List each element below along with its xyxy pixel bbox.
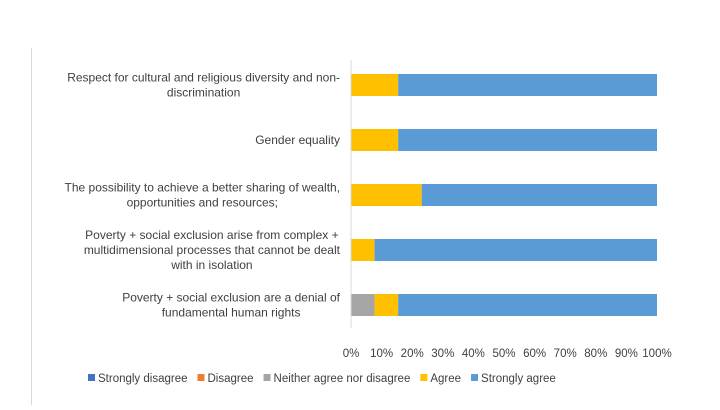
x-axis: 0% 10% 20% 30% 40% 50% 60% 70% 80% 90% 100% — [343, 60, 672, 360]
legend-swatch-strongly-agree — [471, 374, 479, 381]
x-tick-label-5: 40% — [462, 348, 485, 360]
bars-layer — [351, 74, 657, 316]
left-border-line — [31, 48, 32, 405]
bar-segment-agree-row-5 — [374, 294, 399, 316]
bar-segment-strongly-agree-row-3 — [421, 184, 657, 206]
legend-item-strongly-disagree: Strongly disagree — [88, 373, 188, 385]
category-label-4-line-3: with in isolation — [170, 258, 252, 272]
x-tick-label-2: 10% — [370, 348, 393, 360]
x-tick-label-1: 0% — [343, 348, 360, 360]
category-label-4-line-2: multidimensional processes that cannot b… — [84, 243, 341, 257]
x-tick-label-3: 20% — [401, 348, 424, 360]
legend-label-strongly-agree: Strongly agree — [481, 373, 556, 385]
category-label-2-line-1: Gender equality — [255, 133, 340, 147]
bar-segment-strongly-agree-row-1 — [398, 74, 657, 96]
legend-label-neither-agree-nor-disagree: Neither agree nor disagree — [274, 373, 411, 385]
bar-segment-strongly-agree-row-2 — [398, 129, 657, 151]
category-labels: Respect for cultural and religious diver… — [65, 71, 341, 320]
category-label-1-line-2: discrimination — [167, 86, 240, 100]
legend-swatch-neither-agree-nor-disagree — [263, 374, 271, 381]
x-tick-label-10: 90% — [615, 348, 638, 360]
bar-segment-strongly-agree-row-4 — [374, 239, 657, 261]
category-label-3-line-1: The possibility to achieve a better shar… — [65, 181, 340, 195]
x-tick-label-9: 80% — [584, 348, 607, 360]
bar-segment-neither-agree-nor-disagree-row-5 — [351, 294, 375, 316]
legend-swatch-agree — [420, 374, 428, 381]
legend-swatch-disagree — [197, 374, 205, 381]
x-tick-label-6: 50% — [492, 348, 515, 360]
legend-swatch-strongly-disagree — [88, 374, 95, 381]
category-label-4-line-1: Poverty + social exclusion arise from co… — [85, 228, 338, 242]
legend-label-agree: Agree — [430, 373, 461, 385]
category-label-5-line-2: fundamental human rights — [162, 306, 301, 320]
bar-segment-strongly-agree-row-5 — [398, 294, 657, 316]
legend-item-agree: Agree — [420, 373, 461, 385]
x-tick-label-11: 100% — [642, 348, 671, 360]
category-label-1-line-1: Respect for cultural and religious diver… — [67, 71, 340, 85]
x-tick-label-8: 70% — [554, 348, 577, 360]
bar-segment-agree-row-3 — [351, 184, 422, 206]
x-tick-label-4: 30% — [431, 348, 454, 360]
bar-segment-agree-row-4 — [351, 239, 375, 261]
category-label-5-line-1: Poverty + social exclusion are a denial … — [122, 291, 340, 305]
legend-item-strongly-agree: Strongly agree — [471, 373, 556, 385]
legend-item-neither-agree-nor-disagree: Neither agree nor disagree — [263, 373, 411, 385]
x-tick-label-7: 60% — [523, 348, 546, 360]
category-label-3-line-2: opportunities and resources; — [127, 196, 278, 210]
legend-item-disagree: Disagree — [197, 373, 254, 385]
bar-segment-agree-row-1 — [351, 74, 399, 96]
legend-label-disagree: Disagree — [208, 373, 254, 385]
legend: Strongly disagree Disagree Neither agree n… — [88, 373, 556, 385]
bar-segment-agree-row-2 — [351, 129, 399, 151]
legend-label-strongly-disagree: Strongly disagree — [98, 373, 188, 385]
